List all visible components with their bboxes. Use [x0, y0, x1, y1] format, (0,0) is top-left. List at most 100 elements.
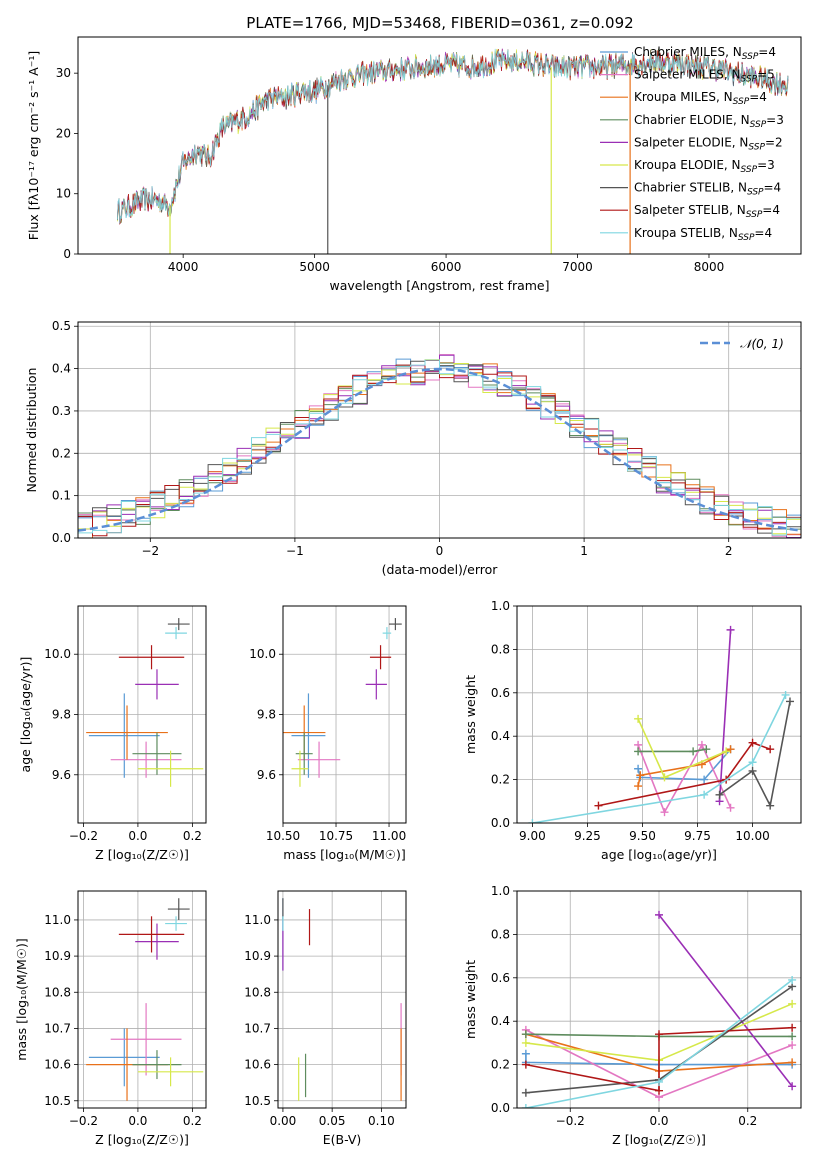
y-tick-label: 0.1: [52, 489, 71, 503]
weight-series: [634, 745, 711, 756]
errorbar-point: [291, 750, 309, 787]
spectrum-panel: 4000 5000 6000 7000 8000 0 10 20 30 wavelength [A…: [26, 36, 802, 293]
errorbar-point: [135, 923, 179, 960]
weight-marker: [655, 1086, 663, 1095]
weight-marker: [788, 999, 797, 1008]
y-axis-label: Normed distribution: [24, 368, 39, 493]
y-tick-label: 0.6: [491, 971, 510, 985]
x-axis-label: (data-model)/error: [382, 562, 499, 577]
y-tick-label: 0.4: [52, 362, 71, 376]
x-tick-label: 1: [580, 544, 588, 558]
legend-entry: Salpeter MILES, NSSP=5: [634, 68, 775, 85]
axes-frame: [516, 890, 802, 1109]
errorbar-point: [118, 645, 185, 670]
weight-marker: [766, 745, 775, 754]
weight-marker: [726, 745, 735, 754]
errorbar-point: [88, 1028, 160, 1087]
x-tick-label: 0.00: [270, 1114, 297, 1128]
weight_vs_Z-panel: −0.2 0.0 0.2 0.0 0.2 0.4 0.6 0.8 1.0 Z [log₁₀(Z/Z…: [463, 884, 802, 1147]
legend-entry: 𝒩(0, 1): [740, 337, 784, 351]
weight-marker: [655, 910, 663, 919]
weight-marker: [702, 745, 711, 754]
x-tick-label: 10.00: [735, 829, 769, 843]
y-tick-label: 10.5: [44, 1094, 71, 1108]
x-tick-label: 0.2: [738, 1114, 757, 1128]
y-tick-label: 10: [56, 187, 71, 201]
errorbar-point: [165, 916, 187, 931]
y-tick-label: 11.0: [44, 913, 71, 927]
errorbar-point: [165, 627, 187, 640]
y-tick-label: 10.5: [244, 1094, 271, 1108]
legend-entry: Chabrier MILES, NSSP=4: [634, 45, 776, 62]
y-tick-label: 0.0: [491, 816, 510, 830]
weight-marker: [748, 758, 757, 767]
errorbar-point: [389, 618, 402, 631]
y-tick-label: 0.4: [491, 1014, 510, 1028]
x-tick-label: 4000: [168, 260, 199, 274]
x-tick-label: −0.2: [69, 1114, 98, 1128]
errorbar-point: [137, 750, 204, 787]
x-tick-label: −1: [286, 544, 304, 558]
y-axis-label: mass weight: [463, 960, 478, 1039]
age_vs_Z-panel: −0.2 0.0 0.2 9.6 9.8 10.0 Z [log₁₀(Z/Z☉)] age […: [18, 605, 207, 862]
x-tick-label: 7000: [562, 260, 593, 274]
weight-marker: [726, 625, 735, 634]
weight-series-line: [637, 748, 731, 787]
y-tick-label: 0.0: [491, 1101, 510, 1115]
legend-entry: Kroupa STELIB, NSSP=4: [634, 226, 772, 243]
age_vs_mass-plot-area: [283, 618, 402, 787]
y-tick-label: 0.8: [491, 642, 510, 656]
axes-frame: [77, 605, 207, 824]
x-tick-label: 0.10: [368, 1114, 395, 1128]
y-axis-label: mass weight: [463, 675, 478, 754]
weight-marker: [781, 690, 790, 699]
x-tick-label: 10.50: [266, 829, 300, 843]
weight-marker: [748, 766, 757, 775]
y-tick-label: 10.6: [44, 1058, 71, 1072]
errorbar-point: [365, 669, 387, 700]
y-tick-label: 10.7: [44, 1021, 71, 1035]
y-tick-label: 0.4: [491, 729, 510, 743]
errorbar-point: [382, 627, 392, 640]
legend-entry: Salpeter ELODIE, NSSP=2: [634, 135, 783, 152]
errorbar-point: [295, 732, 313, 775]
x-tick-label: 0: [436, 544, 444, 558]
x-axis-label: age [log₁₀(age/yr)]: [601, 847, 717, 862]
errorbar-point: [297, 741, 341, 778]
x-tick-label: 9.50: [629, 829, 656, 843]
y-tick-label: 10.9: [244, 949, 271, 963]
x-tick-label: 0.2: [183, 1114, 202, 1128]
weight-marker: [634, 747, 643, 756]
y-tick-label: 0.0: [52, 531, 71, 545]
weight-series: [634, 740, 735, 817]
weight-marker: [788, 975, 797, 984]
errorbar-point: [291, 693, 326, 778]
weight-marker: [634, 764, 643, 773]
axes-frame: [77, 36, 802, 255]
y-tick-label: 1.0: [491, 599, 510, 613]
weight-marker: [660, 808, 669, 817]
x-tick-label: −2: [141, 544, 159, 558]
weight-marker: [722, 747, 731, 756]
axes-frame: [77, 890, 207, 1109]
weight-marker: [700, 790, 709, 799]
weight-marker: [766, 801, 775, 810]
y-tick-label: 9.8: [52, 708, 71, 722]
y-tick-label: 0: [63, 247, 71, 261]
weight-marker: [521, 1038, 530, 1047]
y-tick-label: 10.9: [44, 949, 71, 963]
errorbar-point: [135, 669, 179, 700]
y-tick-label: 9.6: [257, 768, 276, 782]
residuals-plot-area: [78, 354, 801, 538]
errorbar-point: [132, 732, 182, 775]
axes-frame: [77, 321, 802, 539]
spectrum-series-line: [117, 48, 789, 224]
weight-marker: [594, 801, 603, 810]
weight-marker: [521, 1030, 530, 1039]
errorbar-point: [88, 693, 160, 778]
mass_vs_ebv-panel: 0.00 0.05 0.10 10.5 10.6 10.7 10.8 10.9 11.0 E(B-…: [244, 890, 407, 1147]
weight-marker: [715, 790, 724, 799]
mass_vs_Z-plot-area: [86, 898, 204, 1101]
